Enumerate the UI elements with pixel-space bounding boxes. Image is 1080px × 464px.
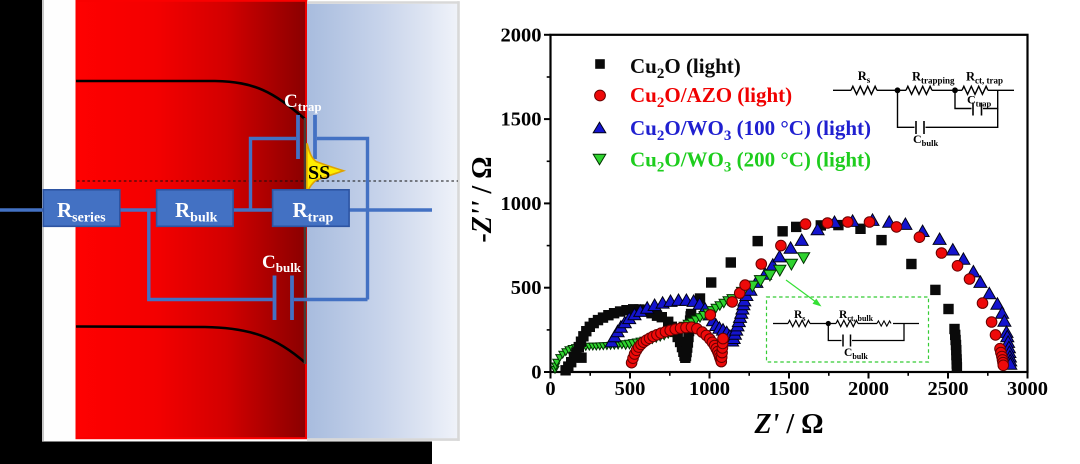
- svg-text:2500: 2500: [928, 378, 969, 400]
- svg-text:Cbulk: Cbulk: [913, 132, 938, 148]
- svg-text:0: 0: [531, 362, 541, 384]
- svg-text:0: 0: [545, 378, 555, 400]
- svg-text:Z' / Ω: Z' / Ω: [753, 409, 823, 440]
- svg-text:Rs: Rs: [794, 309, 805, 323]
- svg-text:Rtrapping: Rtrapping: [912, 70, 955, 86]
- svg-text:-Z'' / Ω: -Z'' / Ω: [467, 156, 498, 242]
- svg-text:SS: SS: [308, 162, 330, 184]
- svg-text:Ctrap: Ctrap: [967, 93, 992, 109]
- svg-text:500: 500: [511, 277, 542, 299]
- svg-text:Rct, trap: Rct, trap: [966, 70, 1003, 86]
- svg-text:Rs: Rs: [858, 69, 871, 85]
- svg-text:2000: 2000: [848, 378, 889, 400]
- svg-text:2000: 2000: [501, 24, 542, 46]
- svg-text:1000: 1000: [689, 378, 730, 400]
- svg-text:1500: 1500: [769, 378, 810, 400]
- svg-text:1500: 1500: [501, 109, 542, 131]
- svg-text:Cu2​O/WO3​ (100 °C) (light): Cu2​O/WO3​ (100 °C) (light): [630, 116, 871, 144]
- svg-text:500: 500: [615, 378, 646, 400]
- svg-text:1000: 1000: [501, 193, 542, 215]
- svg-text:3000: 3000: [1007, 378, 1048, 400]
- svg-text:Cu2​O/AZO (light): Cu2​O/AZO (light): [630, 83, 792, 111]
- svg-text:Cu2​O (light): Cu2​O (light): [630, 54, 741, 82]
- svg-text:Cu2​O/WO3​ (200 °C) (light): Cu2​O/WO3​ (200 °C) (light): [630, 148, 871, 176]
